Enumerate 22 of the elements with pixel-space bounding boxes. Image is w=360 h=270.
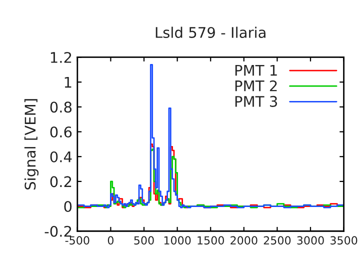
y-tick-label: 0.6 [50,126,72,138]
y-tick-label: 0 [64,200,72,212]
y-tick-label: 1 [64,76,72,88]
y-tick-label: 1.2 [50,52,72,63]
x-tick-label: 500 [134,236,154,245]
y-tick-label: 0.8 [50,102,72,113]
x-tick-label: 2500 [264,236,291,245]
y-tick-label: 0.2 [50,176,72,188]
x-tick-label: 3000 [297,236,324,245]
y-axis-title: Signal [VEM] [24,99,39,190]
x-tick-label: 2000 [230,236,258,245]
y-tick-label: 0.4 [50,151,72,162]
x-tick-label: 1000 [164,236,191,245]
x-tick-label: 1500 [198,236,224,245]
y-tick-label: -0.2 [44,226,72,237]
x-tick-label: 0 [108,236,114,245]
legend-label: PMT 3 [235,96,278,107]
x-tick-label: 3500 [330,236,358,245]
x-tick-label: -500 [65,236,90,245]
legend-label: PMT 2 [235,80,277,92]
chart-title: Lsld 579 - Ilaria [156,26,266,38]
legend-label: PMT 1 [235,64,277,76]
